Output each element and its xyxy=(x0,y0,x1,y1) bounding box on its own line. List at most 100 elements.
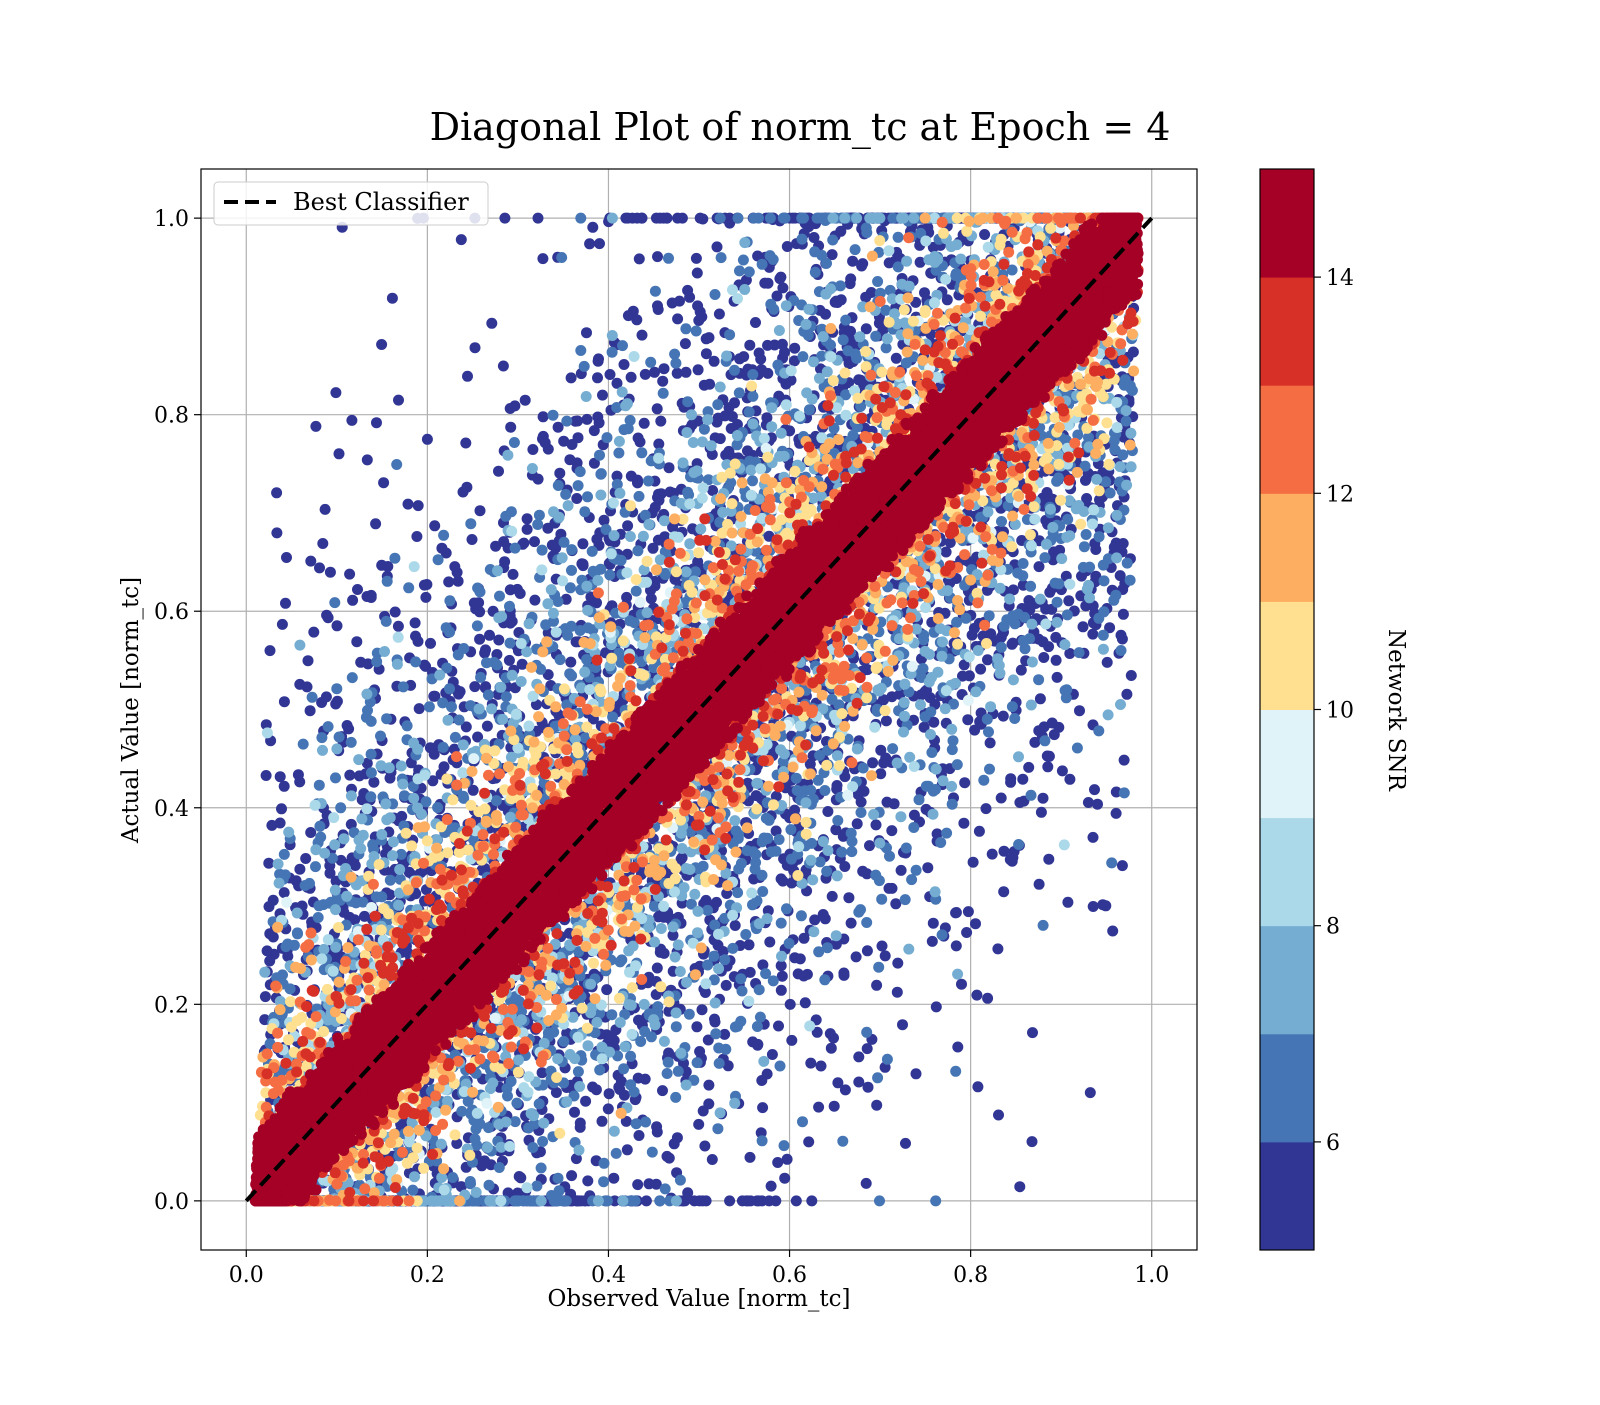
data-point xyxy=(891,353,902,364)
data-point xyxy=(506,506,517,517)
data-point xyxy=(1027,1136,1038,1147)
data-point xyxy=(619,359,630,370)
data-point xyxy=(813,1102,824,1113)
data-point xyxy=(657,376,668,387)
data-point xyxy=(704,332,715,343)
data-point xyxy=(640,369,651,380)
data-point xyxy=(565,657,576,668)
data-point xyxy=(663,253,674,264)
data-point xyxy=(569,1107,580,1118)
data-point xyxy=(631,586,642,597)
data-point xyxy=(264,956,275,967)
data-point xyxy=(721,980,732,991)
data-point xyxy=(613,448,624,459)
data-point xyxy=(773,1021,784,1032)
data-point xyxy=(928,918,939,929)
data-point xyxy=(502,1091,513,1102)
data-point xyxy=(632,1179,643,1190)
data-point xyxy=(414,703,425,714)
data-point xyxy=(691,253,702,264)
data-point xyxy=(889,798,900,809)
data-point xyxy=(729,365,740,376)
data-point xyxy=(766,1181,777,1192)
data-point xyxy=(1078,621,1089,632)
data-point xyxy=(391,459,402,470)
data-point xyxy=(347,595,358,606)
data-point xyxy=(622,520,633,531)
data-point xyxy=(580,1096,591,1107)
data-point xyxy=(332,620,343,631)
data-point xyxy=(613,1082,624,1093)
data-point xyxy=(1051,655,1062,666)
data-point xyxy=(744,340,755,351)
data-point xyxy=(317,538,328,549)
data-point xyxy=(694,1046,705,1057)
data-point xyxy=(298,739,309,750)
data-point xyxy=(321,691,332,702)
data-point xyxy=(334,448,345,459)
data-point xyxy=(1062,897,1073,908)
data-point xyxy=(659,363,670,374)
data-point xyxy=(962,714,973,725)
data-point xyxy=(664,462,675,473)
data-point xyxy=(856,807,867,818)
data-point xyxy=(1105,488,1116,499)
data-point xyxy=(809,232,820,243)
data-point xyxy=(974,826,985,837)
data-point xyxy=(310,421,321,432)
data-point xyxy=(1083,797,1094,808)
data-point xyxy=(605,369,616,380)
data-point xyxy=(992,943,1003,954)
data-point xyxy=(950,907,961,918)
data-point xyxy=(529,595,540,606)
data-point xyxy=(474,634,485,645)
data-point xyxy=(352,584,363,595)
data-point xyxy=(1126,670,1137,681)
data-point xyxy=(984,764,995,775)
data-point xyxy=(1038,793,1049,804)
data-point xyxy=(1057,765,1068,776)
data-point xyxy=(982,654,993,665)
data-point xyxy=(785,999,796,1010)
data-point xyxy=(776,960,787,971)
data-point xyxy=(407,1185,418,1196)
data-point xyxy=(776,873,787,884)
data-point xyxy=(558,436,569,447)
data-point xyxy=(577,538,588,549)
data-point xyxy=(935,837,946,848)
data-point xyxy=(712,241,723,252)
data-point xyxy=(967,630,978,641)
data-point xyxy=(385,773,396,784)
data-point xyxy=(925,692,936,703)
data-point xyxy=(1119,787,1130,798)
data-point xyxy=(710,289,721,300)
data-point xyxy=(998,886,1009,897)
data-point xyxy=(1085,1087,1096,1098)
data-point xyxy=(767,1049,778,1060)
data-point xyxy=(776,985,787,996)
data-point xyxy=(542,523,553,534)
data-point xyxy=(846,918,857,929)
data-point xyxy=(522,513,533,524)
data-point xyxy=(505,422,516,433)
data-point xyxy=(566,372,577,383)
data-point xyxy=(281,552,292,563)
data-point xyxy=(803,1136,814,1147)
data-point xyxy=(271,527,282,538)
data-point xyxy=(517,659,528,670)
data-point xyxy=(1119,755,1130,766)
data-point xyxy=(484,1180,495,1191)
data-point xyxy=(867,757,878,768)
data-point xyxy=(378,477,389,488)
data-point xyxy=(1007,638,1018,649)
data-point xyxy=(429,749,440,760)
data-point xyxy=(703,1080,714,1091)
data-point xyxy=(692,268,703,279)
data-point xyxy=(1125,575,1136,586)
data-point xyxy=(941,547,952,558)
data-point xyxy=(681,367,692,378)
data-point xyxy=(890,898,901,909)
data-point xyxy=(805,1058,816,1069)
data-point xyxy=(1053,472,1064,483)
